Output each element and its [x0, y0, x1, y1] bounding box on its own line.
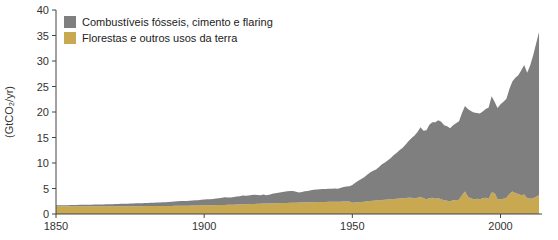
- x-tick-label: 1900: [192, 220, 216, 232]
- y-tick-label: 35: [37, 30, 49, 42]
- x-tick: [204, 214, 205, 218]
- legend-entry: Combustíveis fósseis, cimento e flaring: [82, 16, 273, 28]
- y-tick: [52, 214, 56, 215]
- y-tick-label: 5: [43, 183, 49, 195]
- x-tick: [352, 214, 353, 218]
- y-tick: [52, 163, 56, 164]
- y-tick-label: 0: [43, 208, 49, 220]
- x-axis-line: [56, 214, 542, 215]
- chart: 1850 1900 1950 2000 0 5 10 15 20 25 30 35 40 (GtCO₂/y…: [0, 0, 558, 240]
- y-tick-label: 20: [37, 106, 49, 118]
- areas: [56, 32, 539, 214]
- y-tick-label: 30: [37, 55, 49, 67]
- y-tick-label: 25: [37, 81, 49, 93]
- y-tick-label: 40: [37, 4, 49, 16]
- y-tick: [52, 10, 56, 11]
- x-tick: [56, 214, 57, 218]
- legend-swatch: [64, 16, 76, 28]
- y-tick: [52, 86, 56, 87]
- y-tick-label: 15: [37, 132, 49, 144]
- x-tick: [500, 214, 501, 218]
- y-tick: [52, 112, 56, 113]
- y-tick-label: 10: [37, 157, 49, 169]
- area: [56, 32, 539, 206]
- legend: Combustíveis fósseis, cimento e flaring F…: [64, 16, 273, 44]
- y-tick: [52, 188, 56, 189]
- axes: 1850 1900 1950 2000 0 5 10 15 20 25 30 35 40: [37, 4, 542, 232]
- x-tick-label: 1850: [44, 220, 68, 232]
- x-tick-label: 2000: [488, 220, 512, 232]
- y-tick: [52, 35, 56, 36]
- x-tick-label: 1950: [340, 220, 364, 232]
- y-tick: [52, 61, 56, 62]
- y-axis-label: (GtCO₂/yr): [3, 86, 15, 138]
- legend-swatch: [64, 32, 76, 44]
- legend-entry: Florestas e outros usos da terra: [82, 32, 238, 44]
- y-tick: [52, 137, 56, 138]
